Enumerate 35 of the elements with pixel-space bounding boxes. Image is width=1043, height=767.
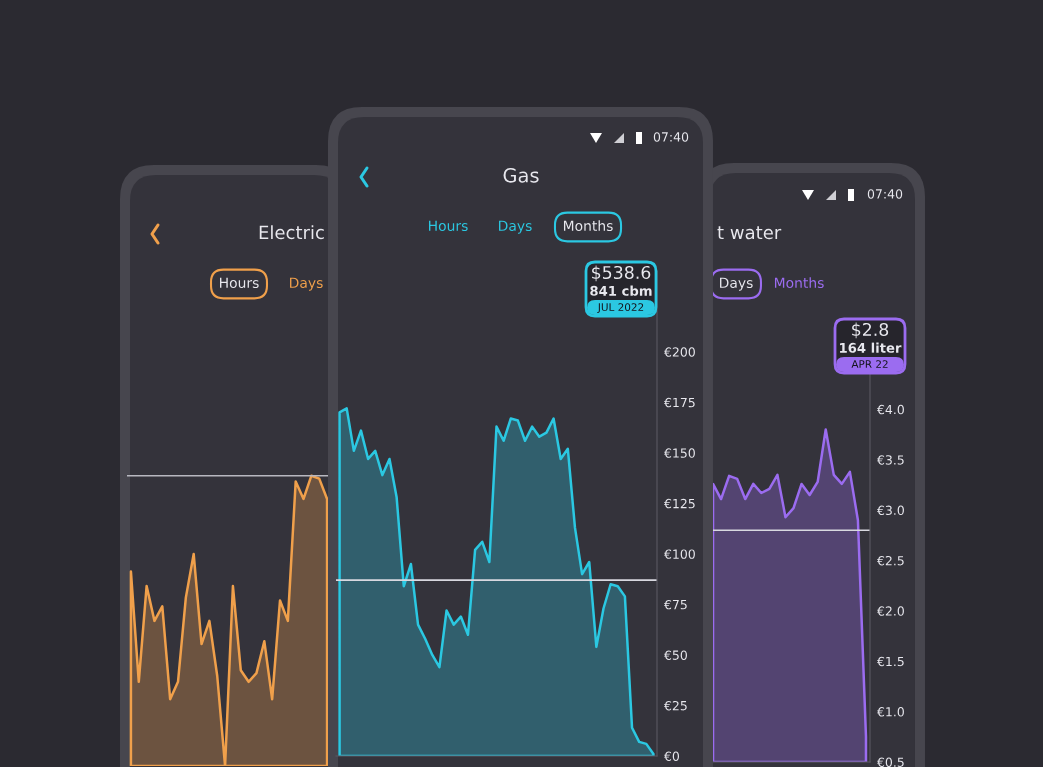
y-tick-label: €1.5 <box>876 656 904 667</box>
text: 07:40 <box>653 132 689 142</box>
y-tick-label: €175 <box>663 397 695 408</box>
y-tick-label: €2.0 <box>876 606 904 616</box>
text: Months <box>563 220 613 232</box>
text: Months <box>774 277 824 289</box>
text: Hours <box>429 220 468 232</box>
text: Days <box>499 220 532 234</box>
chart-title: t water <box>717 226 782 240</box>
text: Hours <box>220 277 259 289</box>
y-tick-label: €0.5 <box>876 757 904 767</box>
text: $2.8 <box>852 322 889 339</box>
y-tick-label: €2.5 <box>876 555 904 566</box>
text: Days <box>290 277 323 291</box>
y-tick-label: €4.0 <box>876 404 904 415</box>
y-tick-label: €3.5 <box>876 455 904 465</box>
y-tick-label: €200 <box>663 347 695 357</box>
chart-title: Electric <box>259 225 324 240</box>
text: Days <box>720 277 753 291</box>
annotation: $538.6 <box>592 265 651 282</box>
y-tick-label: €3.0 <box>876 505 904 516</box>
y-tick-label: €50 <box>663 650 687 660</box>
y-tick-label: €100 <box>663 549 695 559</box>
chart-title: Gas <box>503 167 539 183</box>
y-tick-label: €25 <box>663 700 687 711</box>
text: 164 liter <box>840 342 902 353</box>
y-tick-label: €0 <box>663 751 680 761</box>
text: 07:40 <box>867 189 903 199</box>
y-tick-label: €125 <box>663 498 695 509</box>
y-tick-label: €75 <box>663 599 687 610</box>
y-tick-label: €1.0 <box>876 707 904 717</box>
y-tick-label: €150 <box>663 448 695 458</box>
annotation: 841 cbm <box>590 285 652 296</box>
annotation: APR 22 <box>851 360 888 368</box>
annotation: JUL 2022 <box>597 303 644 313</box>
